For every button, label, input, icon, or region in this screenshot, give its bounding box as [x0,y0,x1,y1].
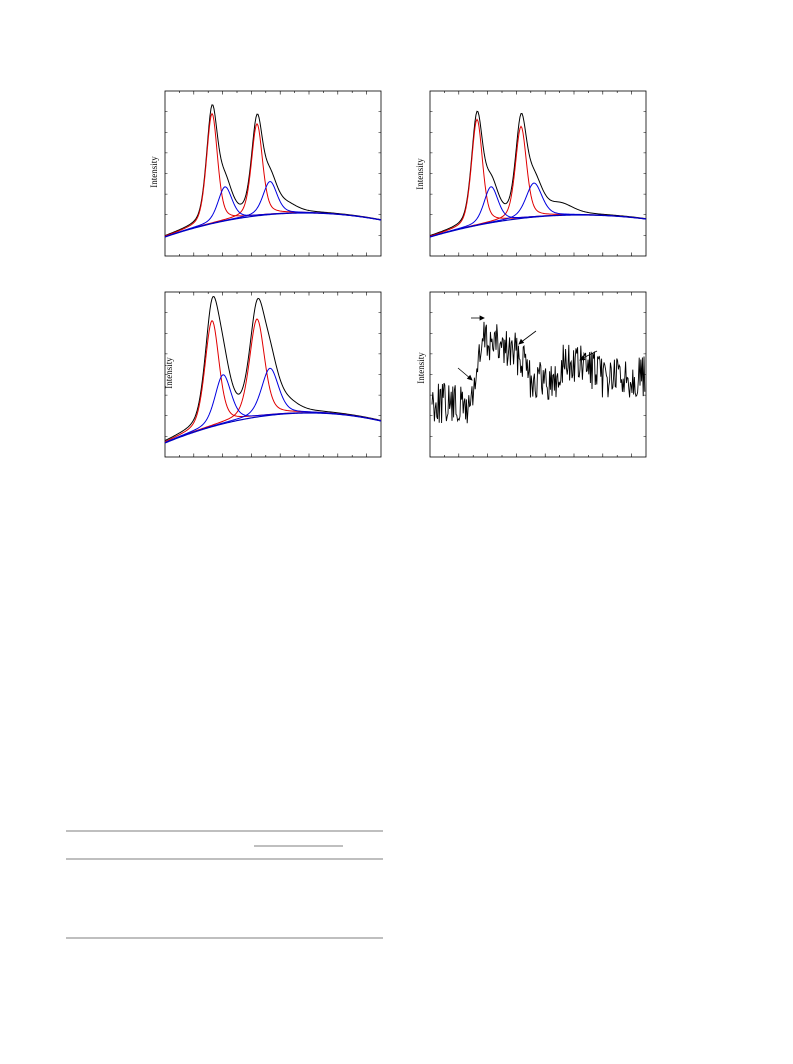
y-axis-label: Intensity [415,158,425,190]
tick-marks [165,91,381,256]
component-curve [164,122,382,238]
envelope-curve [164,296,382,442]
background-curve [164,212,382,238]
y-axis-label: Intensity [416,352,426,384]
y-axis-label: Intensity [164,357,174,389]
component-curve [164,319,382,443]
background-curve [164,412,382,444]
tick-marks [165,292,381,457]
arrow-head [518,338,525,345]
spectrum-curve [431,321,646,424]
component-curve [164,186,382,238]
tick-marks [430,292,646,457]
tick-marks [430,91,646,256]
background-curve [429,214,647,238]
component-curve [164,180,382,238]
y-axis-label: Intensity [149,156,159,188]
arrow-head [466,374,473,381]
component-curve [164,318,382,444]
arrow-head [479,315,485,321]
panel-frame [164,291,382,458]
panel-frame [429,90,647,257]
envelope-curve [164,104,382,237]
